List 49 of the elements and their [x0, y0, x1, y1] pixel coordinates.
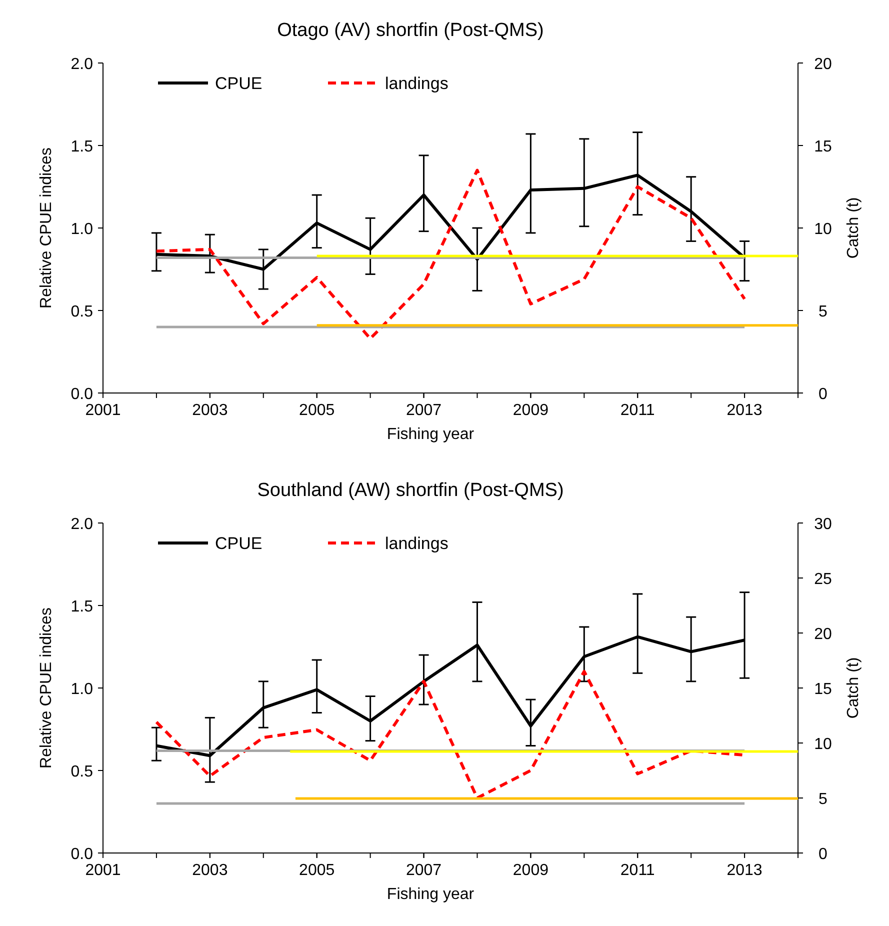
legend-label: landings	[385, 74, 448, 93]
x-tick-label: 2013	[726, 402, 762, 419]
y2-tick-label: 20	[814, 626, 832, 643]
y-tick-label: 0.0	[70, 386, 94, 403]
y2-axis-title: Catch (t)	[845, 197, 862, 259]
y-tick-label: 0.5	[70, 764, 94, 780]
x-tick-label: 2009	[512, 402, 549, 419]
x-tick-label: 2013	[726, 862, 762, 879]
x-tick-label: 2005	[299, 862, 335, 879]
y-tick-label: 1.5	[70, 138, 94, 156]
y2-tick-label: 0	[818, 386, 828, 403]
y-tick-label: 2.0	[70, 56, 94, 73]
y2-tick-label: 10	[814, 736, 832, 753]
y-tick-label: 0.5	[70, 304, 94, 320]
line-series	[154, 168, 746, 340]
y-tick-label: 1.5	[70, 598, 94, 616]
y2-tick-label: 10	[814, 221, 832, 238]
legend-label: CPUE	[215, 74, 262, 93]
x-axis-title: Fishing year	[386, 886, 475, 903]
legend-label: landings	[385, 534, 448, 553]
x-tick-label: 2001	[85, 402, 121, 419]
x-tick-label: 2003	[192, 862, 228, 879]
y-axis-title: Relative CPUE indices	[38, 608, 55, 768]
y2-tick-label: 20	[814, 56, 832, 73]
x-tick-label: 2005	[299, 402, 335, 419]
chart-title: Otago (AV) shortfin (Post-QMS)	[277, 20, 544, 41]
legend-label: CPUE	[215, 534, 262, 553]
x-tick-label: 2007	[406, 402, 442, 419]
y2-tick-label: 5	[818, 791, 828, 808]
x-tick-label: 2003	[192, 402, 228, 419]
y2-tick-label: 15	[814, 681, 832, 698]
y2-tick-label: 15	[814, 138, 832, 156]
y2-tick-label: 25	[814, 571, 832, 588]
x-axis-title: Fishing year	[386, 426, 475, 443]
chart-title: Southland (AW) shortfin (Post-QMS)	[257, 480, 564, 501]
x-tick-label: 2011	[620, 862, 655, 879]
y2-tick-label: 30	[814, 516, 832, 533]
x-tick-label: 2011	[620, 402, 655, 419]
y2-tick-label: 0	[818, 846, 828, 863]
y-tick-label: 2.0	[70, 516, 94, 533]
y-tick-label: 1.0	[70, 221, 94, 238]
y-axis-title: Relative CPUE indices	[38, 148, 55, 308]
y2-tick-label: 5	[818, 304, 828, 320]
y2-axis-title: Catch (t)	[845, 657, 862, 719]
x-tick-label: 2009	[512, 862, 549, 879]
x-tick-label: 2007	[406, 862, 442, 879]
y-tick-label: 0.0	[70, 846, 94, 863]
y-tick-label: 1.0	[70, 681, 94, 698]
x-tick-label: 2001	[85, 862, 121, 879]
